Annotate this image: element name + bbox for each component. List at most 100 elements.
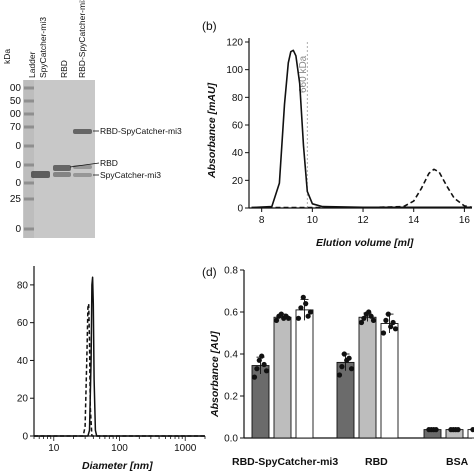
x-tick-label-c: 100 xyxy=(111,443,128,454)
ladder-band xyxy=(24,181,34,185)
data-point xyxy=(300,294,306,300)
bar xyxy=(380,323,399,439)
band-spycatcher-lane2 xyxy=(31,171,50,178)
y-tick-label-d: 0.4 xyxy=(224,350,238,361)
lane-label-ladder: Ladder xyxy=(27,51,37,78)
marker-label: 50 xyxy=(10,96,22,107)
data-point xyxy=(303,301,309,307)
marker-label: 25 xyxy=(10,194,22,205)
y-tick-label-c: 0 xyxy=(22,432,28,443)
category-label-rbd: RBD xyxy=(365,456,388,468)
y-tick-label-d: 0.2 xyxy=(224,392,238,403)
dls-chart: Diameter [nm] 0 20 40 60 80 10 100 1000 xyxy=(17,266,206,472)
band-rbd-spycatcher-lane4 xyxy=(73,129,92,134)
gel-figure: kDa Ladder SpyCatcher-mi3 RBD RBD-SpyCat… xyxy=(2,0,182,238)
y-tick-label-d: 0.0 xyxy=(224,434,238,445)
y-tick-label-b: 20 xyxy=(232,176,244,187)
data-point xyxy=(341,351,347,357)
data-point xyxy=(339,364,345,370)
lane-label-rbd-spycatcher: RBD-SpyCatcher-mi3 xyxy=(77,0,87,78)
lane-label-spycatcher: SpyCatcher-mi3 xyxy=(38,17,48,78)
data-point xyxy=(254,366,260,372)
data-point xyxy=(385,311,391,317)
marker-label: 0 xyxy=(15,224,21,235)
axis-ticks-c: 0 20 40 60 80 10 100 1000 xyxy=(17,266,206,454)
series-line-dashed-c xyxy=(34,303,205,437)
data-point xyxy=(298,305,304,311)
band-label-rbd-spycatcher: RBD-SpyCatcher-mi3 xyxy=(100,126,182,136)
data-point xyxy=(278,311,284,317)
bars-d xyxy=(251,294,474,439)
axis-ticks-b: 0 20 40 60 80 100 120 8 10 12 14 16 xyxy=(226,38,472,226)
panel-d: (d) Absorbance [AU] 0.0 0.2 0.4 0.6 0.8 RBD-… xyxy=(192,252,474,474)
bar xyxy=(467,429,474,439)
x-tick-label-b: 8 xyxy=(259,215,265,226)
data-point xyxy=(256,357,262,363)
panel-label-b: (b) xyxy=(202,19,217,33)
data-point xyxy=(433,427,439,433)
y-axis-label-d: Absorbance [AU] xyxy=(209,331,221,418)
y-tick-label-b: 80 xyxy=(232,93,244,104)
marker-label: 00 xyxy=(10,109,22,120)
marker-label: 0 xyxy=(15,178,21,189)
ladder-band xyxy=(24,112,34,116)
ladder-band xyxy=(24,125,34,129)
data-point xyxy=(455,427,461,433)
series-line-solid-c xyxy=(34,276,205,437)
marker-label: 0 xyxy=(15,160,21,171)
y-axis-label-b: Absorbance [mAU] xyxy=(206,82,218,179)
lane-label-rbd: RBD xyxy=(59,60,69,78)
panel-a: kDa Ladder SpyCatcher-mi3 RBD RBD-SpyCat… xyxy=(0,0,190,250)
data-point xyxy=(392,326,399,332)
ladder-band xyxy=(24,163,34,167)
sec-chart: (b) Absorbance [mAU] Elution volume [ml]… xyxy=(202,19,473,249)
ladder-band xyxy=(24,227,34,231)
y-tick-label-c: 60 xyxy=(17,318,29,329)
data-point xyxy=(295,315,302,321)
data-point xyxy=(368,313,374,319)
data-point xyxy=(273,317,280,323)
y-tick-label-c: 20 xyxy=(17,394,29,405)
pointer-rbd xyxy=(69,162,100,168)
category-label-bsa: BSA xyxy=(446,456,469,468)
band-rbd-lane3 xyxy=(53,165,71,171)
ladder-band xyxy=(24,86,34,90)
data-point xyxy=(361,315,367,321)
ladder-bands xyxy=(24,86,34,231)
data-point xyxy=(388,324,394,330)
data-point xyxy=(383,317,389,323)
data-point xyxy=(285,315,292,321)
x-tick-label-b: 12 xyxy=(357,215,369,226)
x-tick-label-c: 10 xyxy=(48,443,60,454)
x-axis-label-c: Diameter [nm] xyxy=(82,460,153,472)
data-point xyxy=(358,319,365,326)
gel-background xyxy=(23,80,95,238)
y-tick-label-b: 40 xyxy=(232,148,244,159)
bar xyxy=(273,316,292,439)
panel-c: Diameter [nm] 0 20 40 60 80 10 100 1000 xyxy=(0,252,212,474)
category-label-rbd-spycatcher: RBD-SpyCatcher-mi3 xyxy=(232,456,338,468)
panel-label-d: (d) xyxy=(202,265,217,279)
band-label-rbd: RBD xyxy=(100,158,118,168)
series-lines-b xyxy=(251,42,473,209)
kda-header: kDa xyxy=(2,49,12,64)
series-lines-c xyxy=(34,276,205,437)
data-point xyxy=(380,330,387,336)
marker-label: 0 xyxy=(15,141,21,152)
ladder-band xyxy=(24,197,34,201)
ladder-lane xyxy=(24,80,34,238)
y-tick-label-d: 0.8 xyxy=(224,266,238,277)
absorbance-bar-chart: (d) Absorbance [AU] 0.0 0.2 0.4 0.6 0.8 RBD-… xyxy=(202,265,474,468)
band-label-spycatcher: SpyCatcher-mi3 xyxy=(100,170,161,180)
annotation-660kda: 660 kDa xyxy=(298,55,309,93)
data-point xyxy=(370,317,377,323)
ladder-band xyxy=(24,144,34,148)
marker-label: 00 xyxy=(10,83,22,94)
data-point xyxy=(346,355,352,361)
series-line-dashed-b xyxy=(251,168,473,209)
x-tick-label-c: 1000 xyxy=(174,443,197,454)
y-tick-label-b: 60 xyxy=(232,121,244,132)
x-tick-label-b: 14 xyxy=(408,215,420,226)
x-axis-label-b: Elution volume [ml] xyxy=(316,237,414,249)
